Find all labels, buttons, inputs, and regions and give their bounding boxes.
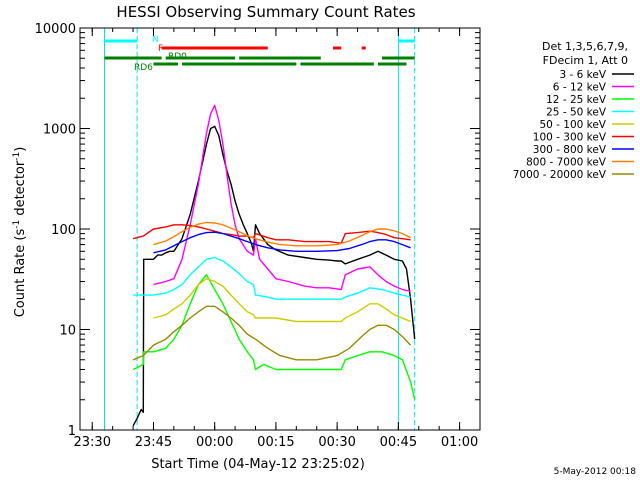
series-line <box>153 104 411 292</box>
legend-entry-label: 300 - 800 keV <box>533 144 607 156</box>
series-line <box>153 231 411 254</box>
y-tick-label: 10 <box>59 324 76 339</box>
x-tick-label: 01:00 <box>441 435 478 450</box>
legend-entry-label: 7000 - 20000 keV <box>513 169 607 181</box>
y-label-part-2: detector <box>13 160 28 220</box>
y-tick-label: 100 <box>51 223 76 238</box>
y-tick-label: 10000 <box>35 22 76 37</box>
x-tick-label: 23:30 <box>74 435 111 450</box>
flag-label: N <box>152 35 159 45</box>
series-line <box>153 221 411 247</box>
y-label-part-3: ) <box>13 147 28 152</box>
y-label-sup-2: -1 <box>12 152 22 161</box>
legend-entry-label: 6 - 12 keV <box>553 82 607 94</box>
series-line <box>133 256 411 300</box>
x-tick-label: 23:45 <box>135 435 172 450</box>
legend-entry-label: 100 - 300 keV <box>533 132 607 144</box>
series-line <box>132 274 416 400</box>
legend-entry-label: 25 - 50 keV <box>546 107 607 119</box>
legend-entry-label: 3 - 6 keV <box>559 69 606 81</box>
y-axis-label: Count Rate (s-1 detector-1) <box>12 147 28 318</box>
axis-layer: 23:30 23:45 00:00 00:15 00:30 00:45 01:00 1 10 10… <box>35 22 481 450</box>
y-label-part-1: Count Rate (s <box>13 229 28 318</box>
flag-label: RD0 <box>168 52 187 62</box>
flag-label: RD6 <box>134 63 153 73</box>
legend-header-line: Det 1,3,5,6,7,9, <box>542 40 628 53</box>
y-label-sup-1: -1 <box>12 220 22 229</box>
y-tick-label: 1000 <box>43 123 76 138</box>
footer-date: 5-May-2012 00:18 <box>554 467 637 477</box>
series-line <box>153 278 411 323</box>
x-tick-label: 00:15 <box>257 435 294 450</box>
flag-bars-layer: NF RD0 RD6 <box>104 35 415 73</box>
y-tick-label: 1 <box>68 424 76 439</box>
series-line <box>132 224 411 245</box>
x-axis-label: Start Time (04-May-12 23:25:02) <box>151 457 365 472</box>
x-tick-label: 00:45 <box>380 435 417 450</box>
legend-entry-label: 12 - 25 keV <box>546 94 607 106</box>
series-line <box>132 305 412 361</box>
series-layer <box>132 104 416 427</box>
legend-header-line: FDecim 1, Att 0 <box>543 54 628 67</box>
flag-label: F <box>158 44 163 54</box>
series-line <box>132 125 416 427</box>
legend: Det 1,3,5,6,7,9,FDecim 1, Att 0 3 - 6 keV… <box>513 40 634 181</box>
legend-entry-label: 50 - 100 keV <box>539 119 606 131</box>
plot-frame-layer <box>103 28 416 430</box>
x-tick-label: 00:30 <box>318 435 355 450</box>
chart-title: HESSI Observing Summary Count Rates <box>116 3 415 21</box>
legend-entry-label: 800 - 7000 keV <box>526 157 607 169</box>
x-tick-label: 00:00 <box>196 435 233 450</box>
